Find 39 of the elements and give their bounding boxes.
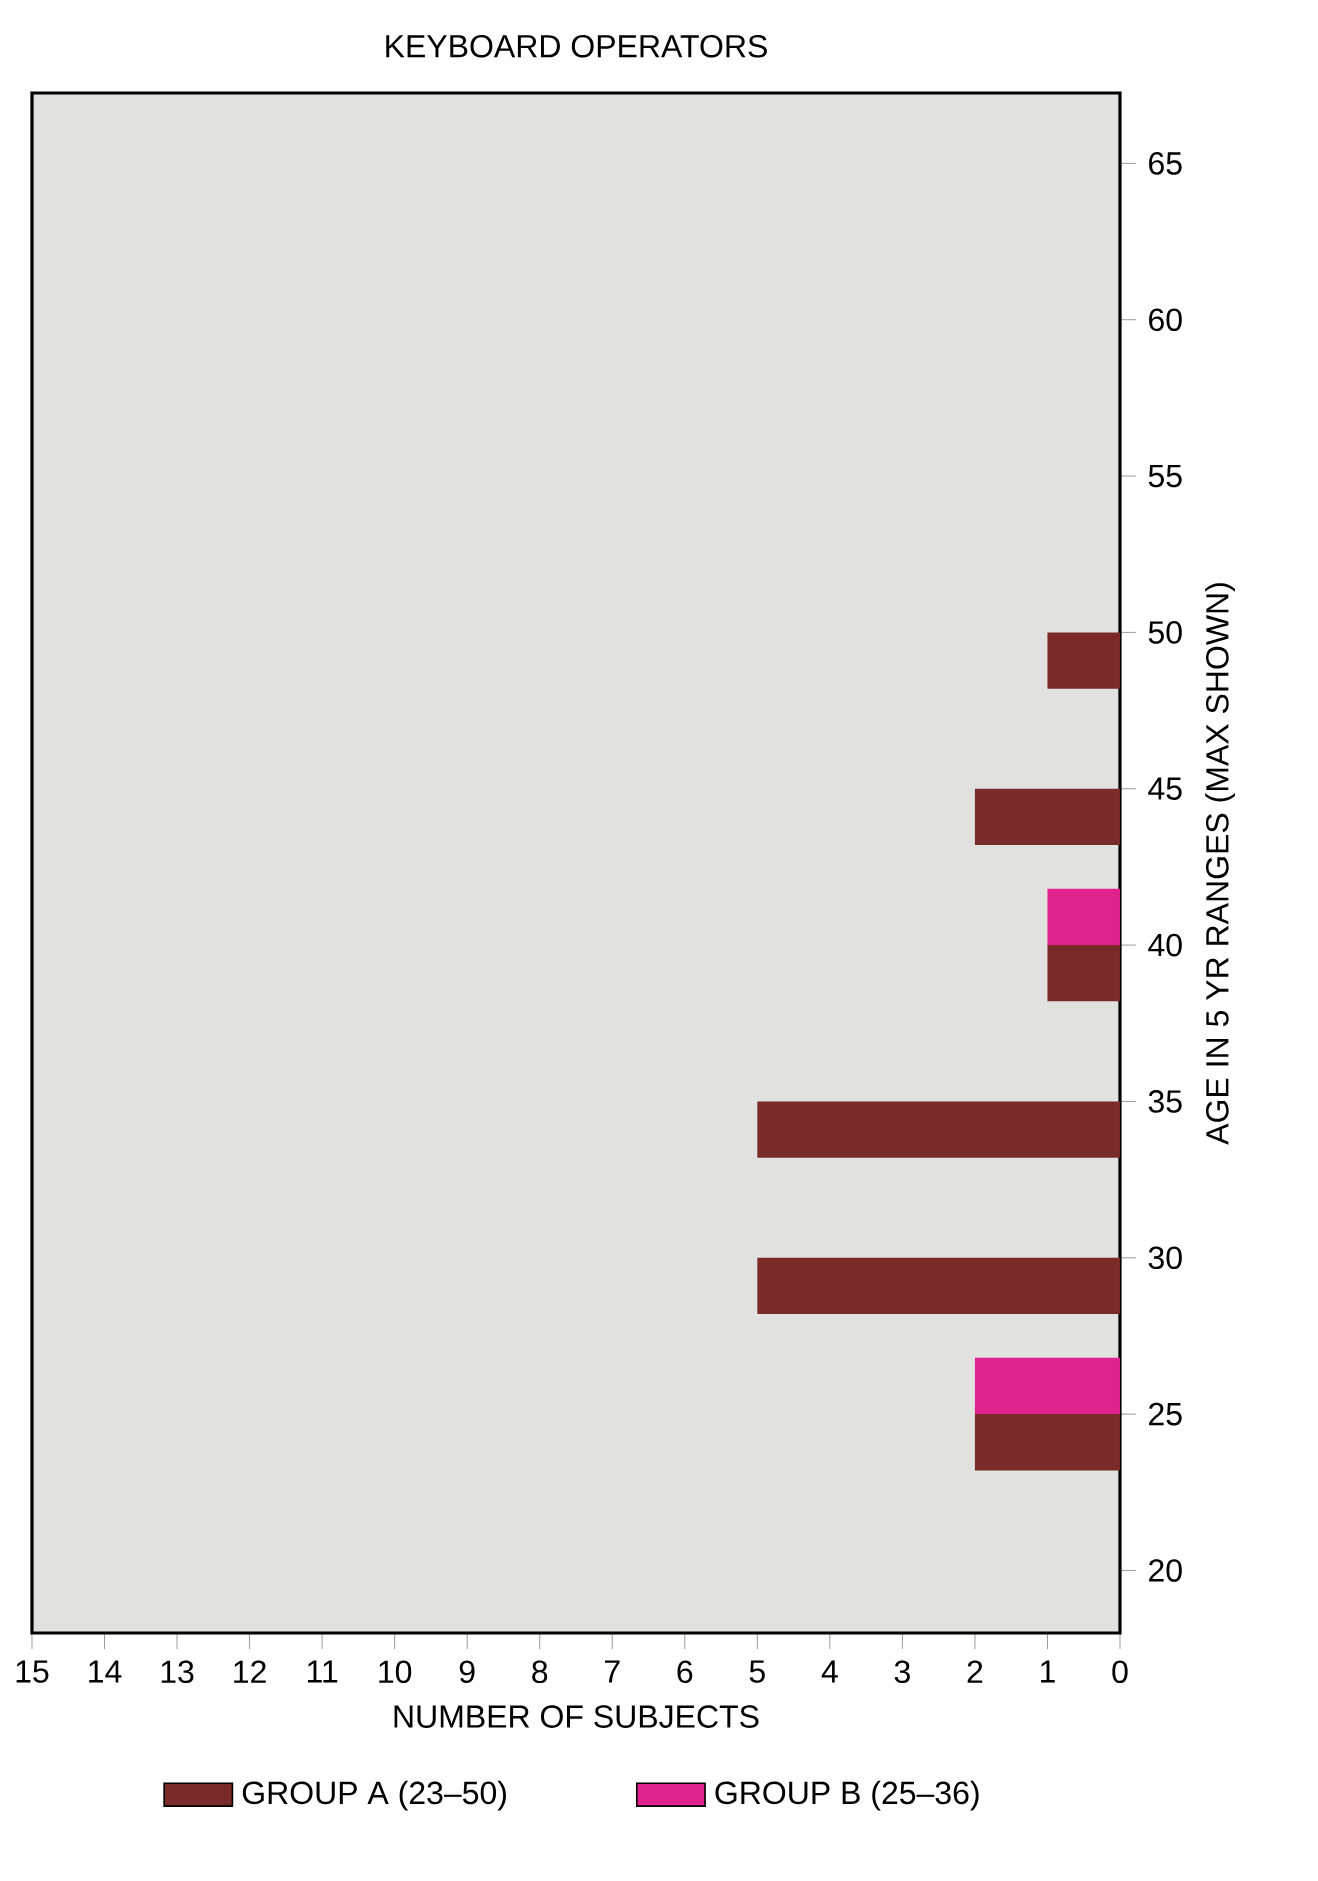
bar <box>757 1101 1120 1158</box>
bar <box>1047 945 1120 1002</box>
x-tick-label: 4 <box>821 1660 838 1683</box>
legend-label: GROUP A (23–50) <box>242 1780 506 1811</box>
chart-title: KEYBOARD OPERATORS <box>386 34 767 58</box>
x-tick-label: 0 <box>1112 1660 1128 1684</box>
y-tick-label: 40 <box>1148 933 1182 957</box>
x-axis-title: NUMBER OF SUBJECTS <box>394 1705 759 1728</box>
x-tick-label: 6 <box>677 1660 693 1684</box>
x-tick-label: 1 <box>1041 1660 1055 1683</box>
y-tick-label: 60 <box>1149 308 1182 332</box>
y-tick-label: 35 <box>1148 1090 1182 1113</box>
x-tick-label: 5 <box>749 1660 765 1683</box>
bar <box>757 1257 1120 1315</box>
x-tick-label: 14 <box>89 1660 122 1683</box>
y-tick-label: 30 <box>1148 1246 1182 1270</box>
y-axis-title: AGE IN 5 YR RANGES (MAX SHOWN) <box>1205 583 1236 1145</box>
y-tick-label: 45 <box>1148 777 1182 800</box>
x-tick-label: 13 <box>161 1660 194 1684</box>
x-tick-label: 11 <box>307 1660 338 1683</box>
y-tick-label: 55 <box>1148 464 1182 488</box>
x-tick-label: 9 <box>459 1660 475 1684</box>
bar <box>1047 888 1120 946</box>
bar <box>974 788 1120 846</box>
y-tick-label: 50 <box>1148 621 1182 644</box>
x-tick-label: 12 <box>234 1660 266 1683</box>
y-tick-label: 65 <box>1149 152 1182 175</box>
x-tick-label: 3 <box>894 1660 910 1684</box>
y-tick-label: 25 <box>1149 1402 1182 1426</box>
bar <box>974 1357 1120 1415</box>
bar <box>1047 632 1120 689</box>
x-tick-label: 7 <box>604 1660 620 1683</box>
x-tick-label: 2 <box>967 1660 983 1683</box>
x-tick-label: 8 <box>532 1660 548 1684</box>
x-tick-label: 15 <box>16 1660 49 1683</box>
bar <box>974 1414 1120 1471</box>
y-tick-label: 20 <box>1149 1559 1182 1582</box>
legend-label: GROUP B (25–36) <box>715 1780 979 1811</box>
x-tick-label: 10 <box>379 1660 412 1684</box>
